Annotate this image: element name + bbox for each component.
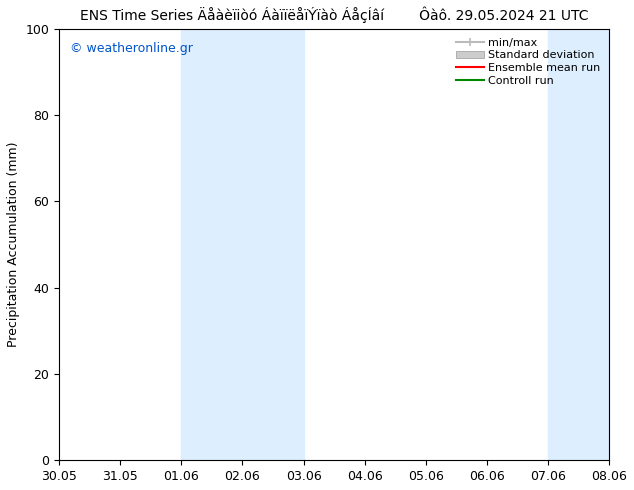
Legend: min/max, Standard deviation, Ensemble mean run, Controll run: min/max, Standard deviation, Ensemble me… [453, 34, 604, 89]
Bar [548, 29, 634, 460]
Text: © weatheronline.gr: © weatheronline.gr [70, 42, 193, 55]
Bar [181, 29, 304, 460]
Title: ENS Time Series Äåàèïiòó ÁàïïëåïÝïàò ÁåçÍâí        Ôàô. 29.05.2024 21 UTC: ENS Time Series Äåàèïiòó ÁàïïëåïÝïàò Áåç… [80, 7, 588, 24]
Y-axis label: Precipitation Accumulation (mm): Precipitation Accumulation (mm) [7, 142, 20, 347]
